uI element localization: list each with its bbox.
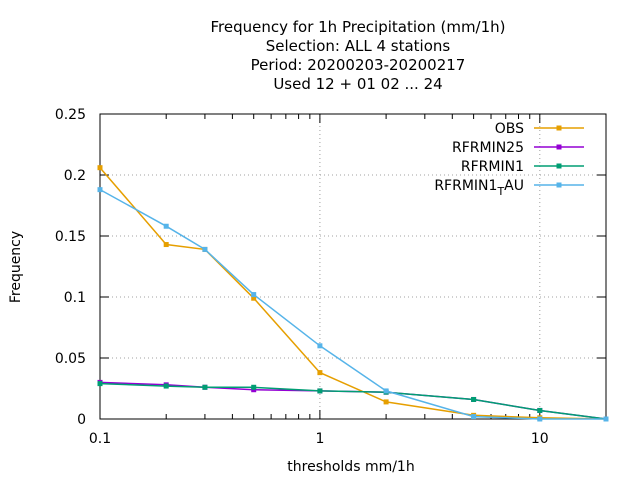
data-point — [471, 414, 477, 420]
chart-title: Frequency for 1h Precipitation (mm/1h) S… — [210, 18, 505, 93]
series-lines — [97, 165, 609, 422]
series-line — [99, 188, 606, 420]
grid — [100, 114, 606, 419]
y-tick-label: 0 — [77, 412, 86, 428]
data-point — [97, 165, 103, 171]
data-point — [97, 381, 103, 387]
legend-label: RFRMIN1TAU — [434, 178, 524, 198]
data-point — [97, 187, 103, 193]
legend-item: RFRMIN1 — [461, 159, 584, 175]
data-point — [383, 388, 389, 394]
legend-swatch-marker — [556, 125, 562, 131]
data-point — [317, 388, 323, 394]
y-tick-label: 0.1 — [64, 290, 86, 306]
legend-swatch-marker — [556, 144, 562, 150]
data-point — [317, 370, 323, 376]
data-point — [603, 416, 609, 422]
legend-item: RFRMIN25 — [452, 140, 584, 156]
data-point — [202, 246, 208, 252]
title-line-4: Used 12 + 01 02 ... 24 — [273, 75, 442, 93]
data-point — [317, 343, 323, 349]
y-tick-label: 0.25 — [55, 107, 86, 123]
series-0 — [97, 165, 609, 422]
legend-item: RFRMIN1TAU — [434, 178, 584, 198]
data-point — [202, 384, 208, 390]
data-point — [251, 292, 257, 298]
data-point — [163, 383, 169, 389]
legend-swatch-marker — [556, 182, 562, 188]
legend-label: RFRMIN1 — [461, 159, 524, 175]
data-point — [163, 242, 169, 248]
legend-label: RFRMIN25 — [452, 140, 524, 156]
y-tick-label: 0.15 — [55, 229, 86, 245]
legend: OBS RFRMIN25 RFRMIN1 RFRMIN1TAU — [434, 121, 584, 198]
y-tick-label: 0.05 — [55, 351, 86, 367]
legend-swatch-marker — [556, 163, 562, 169]
title-line-1: Frequency for 1h Precipitation (mm/1h) — [210, 18, 505, 36]
x-axis-label: thresholds mm/1h — [287, 459, 414, 475]
data-point — [251, 384, 257, 390]
title-line-3: Period: 20200203-20200217 — [251, 56, 466, 74]
title-line-2: Selection: ALL 4 stations — [266, 37, 451, 55]
data-point — [537, 416, 543, 422]
axis-ticks: 0 0.05 0.1 0.15 0.2 0.25 0.1 1 10 — [55, 107, 606, 447]
data-point — [383, 399, 389, 405]
y-tick-label: 0.2 — [64, 168, 86, 184]
data-point — [251, 295, 257, 301]
legend-item: OBS — [495, 121, 584, 137]
data-point — [163, 223, 169, 229]
series-line — [99, 382, 607, 420]
series-line — [99, 167, 607, 420]
legend-label: OBS — [495, 121, 524, 137]
x-tick-label: 10 — [531, 431, 549, 447]
plot-frame — [99, 113, 607, 420]
x-tick-label: 1 — [315, 431, 324, 447]
series-3 — [97, 187, 609, 422]
data-point — [537, 407, 543, 413]
data-point — [471, 396, 477, 402]
x-tick-label: 0.1 — [89, 431, 111, 447]
y-axis-label: Frequency — [8, 231, 24, 303]
